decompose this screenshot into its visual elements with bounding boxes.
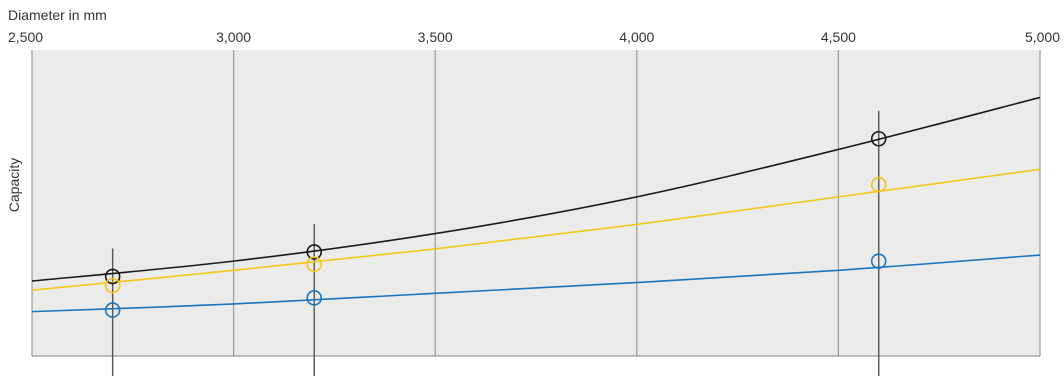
- x-axis-ticks: 2,500 3,000 3,500 4,000 4,500 5,000: [8, 29, 1060, 45]
- marker-1-series-2: [306, 290, 323, 306]
- series-line-2: [31, 254, 1041, 313]
- marker-2-series-1: [870, 176, 887, 193]
- series-lines: [31, 96, 1041, 313]
- x-tick-label-1: 3,000: [216, 29, 251, 45]
- marker-0-series-1: [104, 277, 121, 294]
- x-tick-label-2: 3,500: [418, 29, 453, 45]
- data-markers: [104, 130, 887, 318]
- y-axis-label: Capacity: [6, 158, 22, 212]
- marker-1-series-1: [306, 256, 323, 273]
- x-tick-label-5: 5,000: [1025, 29, 1060, 45]
- marker-2-series-0: [870, 130, 887, 147]
- x-tick-label-3: 4,000: [619, 29, 654, 45]
- marker-2-series-2: [870, 253, 887, 269]
- marker-0-series-0: [104, 268, 121, 285]
- marker-0-series-2: [104, 302, 121, 318]
- x-tick-label-4: 4,500: [821, 29, 856, 45]
- series-line-1: [31, 168, 1041, 292]
- series-line-0: [31, 96, 1041, 282]
- grid-lines: [31, 50, 1041, 357]
- marker-1-series-0: [306, 244, 323, 260]
- x-tick-label-0: 2,500: [8, 29, 43, 45]
- x-axis-label: Diameter in mm: [8, 7, 107, 23]
- plot-area: [32, 50, 1040, 356]
